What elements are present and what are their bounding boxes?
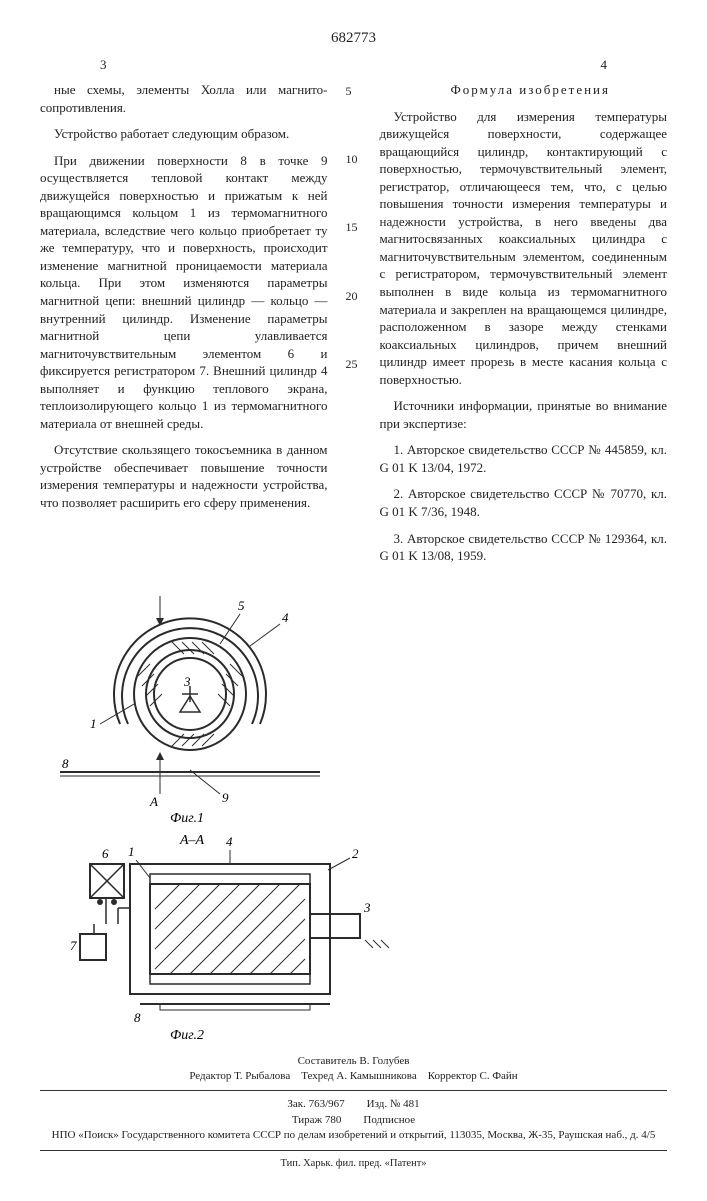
- line-num: 20: [346, 288, 362, 304]
- refs-heading: Источники информации, принятые во вниман…: [380, 397, 668, 432]
- credit-org2: Тип. Харьк. фил. пред. «Патент»: [40, 1157, 667, 1172]
- credit-order: Зак. 763/967: [287, 1098, 344, 1110]
- line-num: 15: [346, 219, 362, 235]
- right-column: Формула изобретения Устройство для измер…: [380, 81, 668, 574]
- credit-editor: Редактор Т. Рыбалова: [189, 1070, 290, 1082]
- fig1-label: Фиг.1: [170, 811, 204, 826]
- credit-sub: Подписное: [363, 1114, 415, 1126]
- fig1-section: А–А: [179, 833, 205, 848]
- text-columns: ные схемы, элементы Холла или магнито-со…: [40, 81, 667, 574]
- svg-text:A: A: [149, 594, 158, 597]
- line-num: 25: [346, 356, 362, 372]
- left-p1: ные схемы, элементы Холла или магнито-со…: [40, 81, 328, 116]
- svg-text:4: 4: [226, 834, 233, 849]
- svg-text:5: 5: [238, 598, 245, 613]
- svg-text:3: 3: [183, 674, 191, 689]
- left-p4: Отсутствие скользящего токосъемника в да…: [40, 441, 328, 511]
- svg-text:2: 2: [352, 846, 359, 861]
- ref-1: 1. Авторское свидетельство СССР № 445859…: [380, 441, 668, 476]
- svg-text:7: 7: [70, 938, 77, 953]
- ref-3: 3. Авторское свидетельство СССР № 129364…: [380, 530, 668, 565]
- fig2-label: Фиг.2: [170, 1028, 204, 1043]
- svg-text:A: A: [149, 794, 158, 809]
- claim-text: Устройство для измерения температуры дви…: [380, 108, 668, 389]
- line-num: 5: [346, 83, 362, 99]
- left-p2: Устройство работает следующим образом.: [40, 125, 328, 143]
- svg-text:1: 1: [90, 716, 97, 731]
- svg-text:8: 8: [134, 1010, 141, 1025]
- page-left: 3: [100, 57, 107, 73]
- credits-block: Составитель В. Голубев Редактор Т. Рыбал…: [40, 1054, 667, 1172]
- credit-corr: Корректор С. Файн: [428, 1070, 518, 1082]
- left-p3: При движении поверхности 8 в точке 9 осу…: [40, 152, 328, 433]
- page-numbers: 3 4: [100, 57, 607, 73]
- ref-2: 2. Авторское свидетельство СССР № 70770,…: [380, 485, 668, 520]
- svg-text:1: 1: [128, 844, 135, 859]
- left-column: ные схемы, элементы Холла или магнито-со…: [40, 81, 328, 574]
- credit-org1: НПО «Поиск» Государственного комитета СС…: [40, 1128, 667, 1143]
- line-num: 10: [346, 151, 362, 167]
- claim-heading: Формула изобретения: [380, 81, 668, 99]
- svg-text:4: 4: [282, 610, 289, 625]
- figures-svg: A A 1 3 4 5 8 9 Фиг.1 А–А: [40, 594, 390, 1044]
- credit-tech: Техред А. Камышникова: [301, 1070, 416, 1082]
- svg-text:3: 3: [363, 900, 371, 915]
- figures-block: A A 1 3 4 5 8 9 Фиг.1 А–А: [40, 594, 667, 1044]
- patent-number: 682773: [40, 30, 667, 47]
- line-number-gutter: 5 10 15 20 25: [346, 81, 362, 574]
- svg-text:9: 9: [222, 790, 229, 805]
- credit-circ: Тираж 780: [292, 1114, 342, 1126]
- svg-text:8: 8: [62, 756, 69, 771]
- credit-izd: Изд. № 481: [367, 1098, 420, 1110]
- svg-text:6: 6: [102, 846, 109, 861]
- credit-compiler: Составитель В. Голубев: [40, 1054, 667, 1069]
- page-right: 4: [601, 57, 608, 73]
